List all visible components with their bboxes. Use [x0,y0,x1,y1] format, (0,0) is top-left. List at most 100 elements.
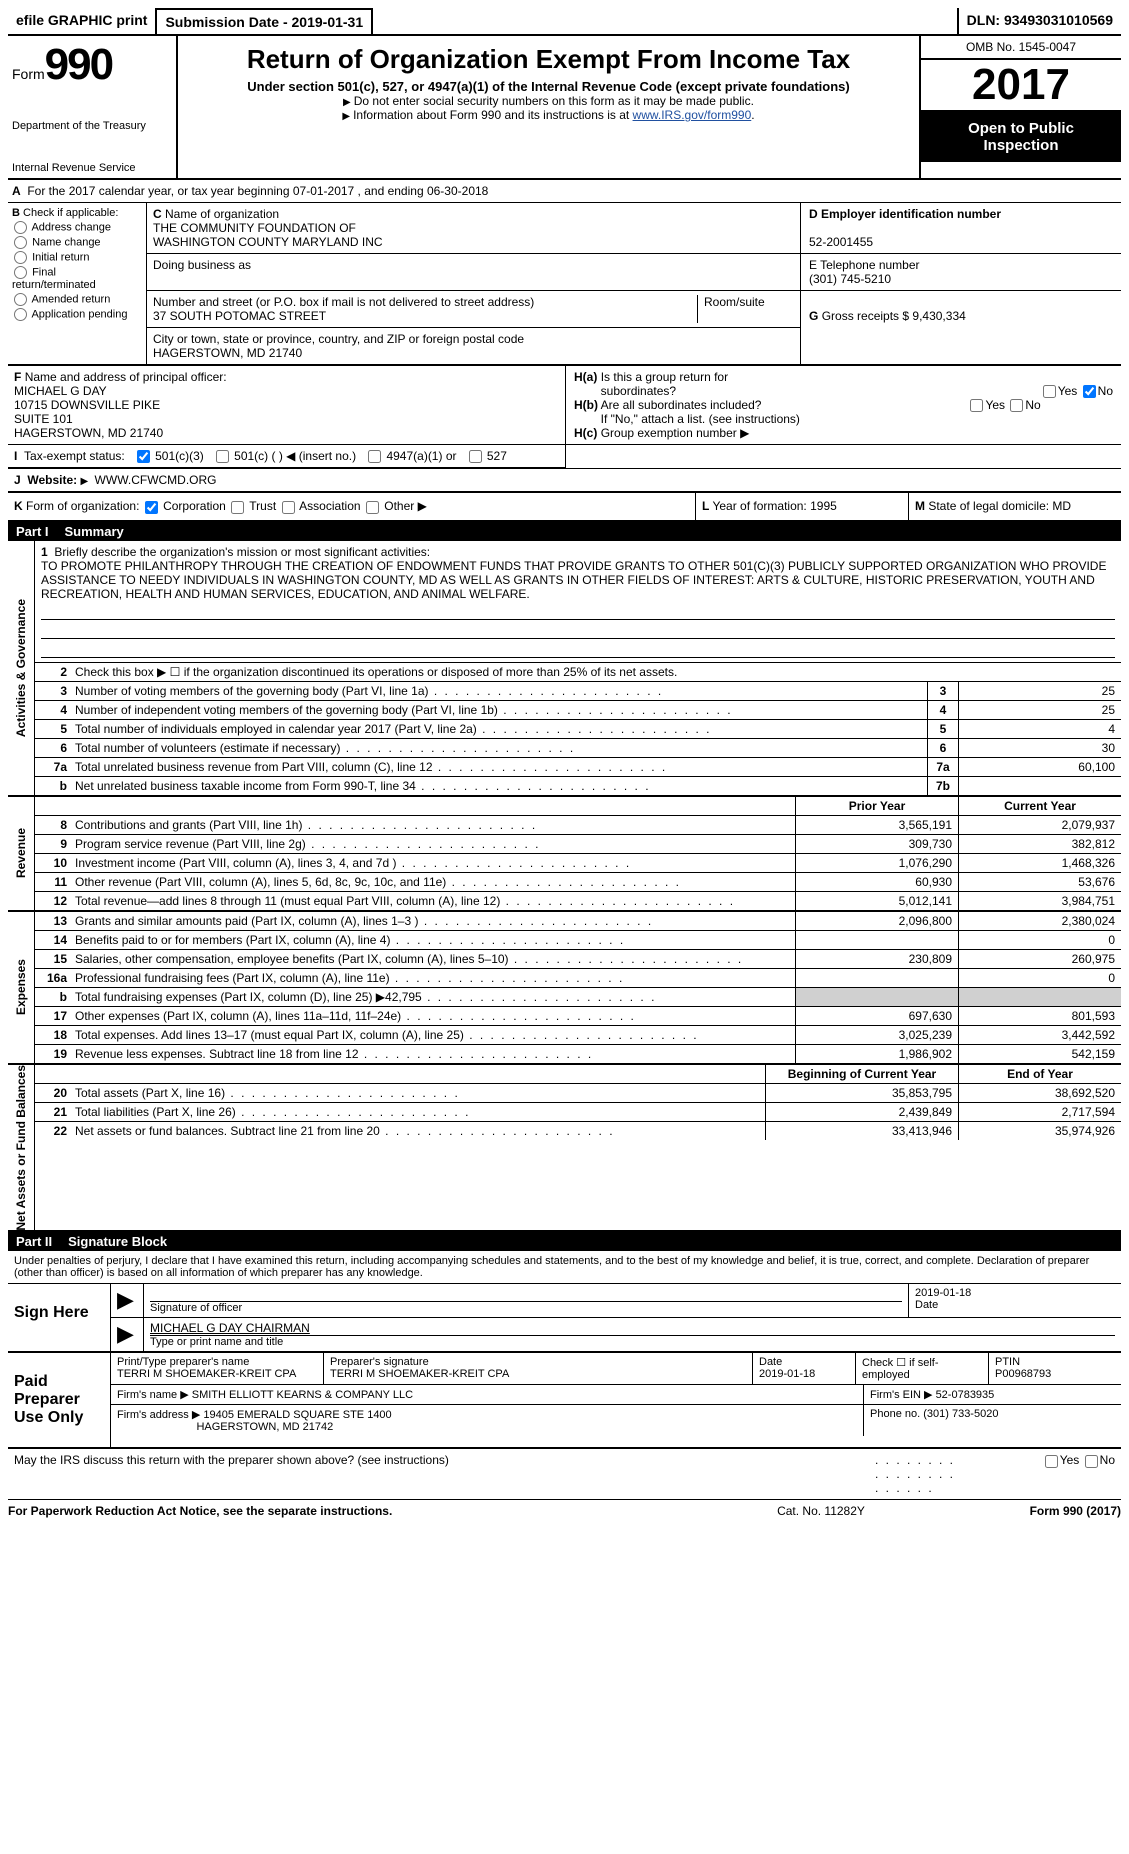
line-11: 11Other revenue (Part VIII, column (A), … [35,873,1121,892]
irs-link[interactable]: www.IRS.gov/form990 [633,108,752,122]
officer-addr3: HAGERSTOWN, MD 21740 [14,426,163,440]
line-8: 8Contributions and grants (Part VIII, li… [35,816,1121,835]
row-fh: F Name and address of principal officer:… [8,366,1121,445]
submission-value: 2019-01-31 [292,14,364,30]
hc-label: H(c) [574,426,597,440]
sign-here-block: Sign Here ▶ Signature of officer 2019-01… [8,1284,1121,1353]
form-title: Return of Organization Exempt From Incom… [186,44,911,75]
form-label: Form [12,66,45,82]
top-bar: efile GRAPHIC print Submission Date - 20… [8,8,1121,36]
sign-here-label: Sign Here [8,1284,110,1351]
tax-4947[interactable] [368,450,381,463]
line-9: 9Program service revenue (Part VIII, lin… [35,835,1121,854]
ha-yes[interactable] [1043,385,1056,398]
opt-final-return[interactable]: Final return/terminated [12,266,142,291]
hb-text: Are all subordinates included? [601,398,762,412]
col-l: L Year of formation: 1995 [696,493,909,519]
cat-number: Cat. No. 11282Y [721,1504,921,1518]
vtab-expenses: Expenses [8,912,35,1063]
opt-name-change[interactable]: Name change [12,236,142,249]
tax-year: 2017 [921,60,1121,112]
col-b-check-label: Check if applicable: [23,207,118,219]
col-h: H(a) Is this a group return for subordin… [566,366,1121,444]
part2-header: Part II Signature Block [8,1232,1121,1251]
discuss-no[interactable] [1085,1455,1098,1468]
line-15: 15Salaries, other compensation, employee… [35,950,1121,969]
officer-signature-field[interactable]: Signature of officer [143,1284,908,1317]
paid-preparer-label: Paid Preparer Use Only [8,1353,110,1447]
hb-no[interactable] [1010,399,1023,412]
sig-date-field: 2019-01-18 Date [908,1284,1121,1317]
opt-amended-return[interactable]: Amended return [12,293,142,306]
perjury-statement: Under penalties of perjury, I declare th… [8,1251,1121,1284]
line-16a: 16aProfessional fundraising fees (Part I… [35,969,1121,988]
l-label: L [702,499,709,513]
line-12: 12Total revenue—add lines 8 through 11 (… [35,892,1121,910]
line-b: bNet unrelated business taxable income f… [35,777,1121,795]
tax-501c[interactable] [216,450,229,463]
header-center: Return of Organization Exempt From Incom… [178,36,919,178]
org-trust[interactable] [231,501,244,514]
form-footer: Form 990 (2017) [921,1504,1121,1518]
dln-value: 93493031010569 [1004,12,1113,28]
header-left: Form990 Department of the Treasury Inter… [8,36,178,178]
mission-label: Briefly describe the organization's miss… [54,545,430,559]
firm-addr-cell: Firm's address ▶ 19405 EMERALD SQUARE ST… [111,1405,863,1436]
line-17: 17Other expenses (Part IX, column (A), l… [35,1007,1121,1026]
org-corporation[interactable] [145,501,158,514]
hb-note: If "No," attach a list. (see instruction… [601,412,800,426]
header-row: Form990 Department of the Treasury Inter… [8,36,1121,180]
paid-preparer-block: Paid Preparer Use Only Print/Type prepar… [8,1353,1121,1449]
open-line2: Inspection [983,137,1058,154]
line-14: 14Benefits paid to or for members (Part … [35,931,1121,950]
col-c-label: C [153,207,162,221]
open-inspection: Open to Public Inspection [921,112,1121,162]
officer-name-field: MICHAEL G DAY CHAIRMAN Type or print nam… [143,1318,1121,1351]
opt-application-pending[interactable]: Application pending [12,308,142,321]
firm-addr-label: Firm's address ▶ [117,1409,200,1421]
gross-value: 9,430,334 [912,309,965,323]
ptin-cell: PTIN P00968793 [988,1353,1121,1384]
mission-text: TO PROMOTE PHILANTHROPY THROUGH THE CREA… [41,559,1106,601]
form-number: 990 [45,40,112,89]
ha-no[interactable] [1083,385,1096,398]
city-label: City or town, state or province, country… [153,332,524,346]
part1-header: Part I Summary [8,522,1121,541]
tax-501c3[interactable] [137,450,150,463]
org-association[interactable] [282,501,295,514]
org-name-1: THE COMMUNITY FOUNDATION OF [153,221,356,235]
governance-block: Activities & Governance 1 Briefly descri… [8,541,1121,797]
row-ij: I Tax-exempt status: 501(c)(3) 501(c) ( … [8,445,1121,469]
officer-name-value: MICHAEL G DAY CHAIRMAN [150,1321,1115,1336]
part1-title: Summary [65,524,124,539]
gross-text: Gross receipts $ [822,309,909,323]
open-line1: Open to Public [968,120,1074,137]
line-5: 5Total number of individuals employed in… [35,720,1121,739]
opt-initial-return[interactable]: Initial return [12,251,142,264]
sig-date-label: Date [915,1299,1115,1311]
discuss-yes[interactable] [1045,1455,1058,1468]
dept-treasury: Department of the Treasury [12,120,172,132]
dln-label: DLN: [967,12,1000,28]
tax-527[interactable] [469,450,482,463]
firm-phone-cell: Phone no. (301) 733-5020 [863,1405,1121,1436]
line-10: 10Investment income (Part VIII, column (… [35,854,1121,873]
prep-name-label: Print/Type preparer's name [117,1356,249,1368]
org-other[interactable] [366,501,379,514]
tel-label: E Telephone number [809,258,920,272]
prior-year-header: Prior Year [795,797,958,815]
room-label: Room/suite [698,295,794,323]
hb-yes[interactable] [970,399,983,412]
phone-label: Phone no. [870,1408,920,1420]
netassets-header: Beginning of Current Year End of Year [35,1065,1121,1084]
line-6: 6Total number of volunteers (estimate if… [35,739,1121,758]
i-text: Tax-exempt status: [24,449,125,463]
firm-name-cell: Firm's name ▶ SMITH ELLIOTT KEARNS & COM… [111,1385,863,1404]
col-k: K Form of organization: Corporation Trus… [8,493,696,519]
opt-address-change[interactable]: Address change [12,221,142,234]
paperwork-notice: For Paperwork Reduction Act Notice, see … [8,1504,721,1518]
firm-name-value: SMITH ELLIOTT KEARNS & COMPANY LLC [192,1389,413,1401]
mission-num: 1 [41,545,48,559]
hc-text: Group exemption number [601,426,737,440]
l-text: Year of formation: [712,499,806,513]
